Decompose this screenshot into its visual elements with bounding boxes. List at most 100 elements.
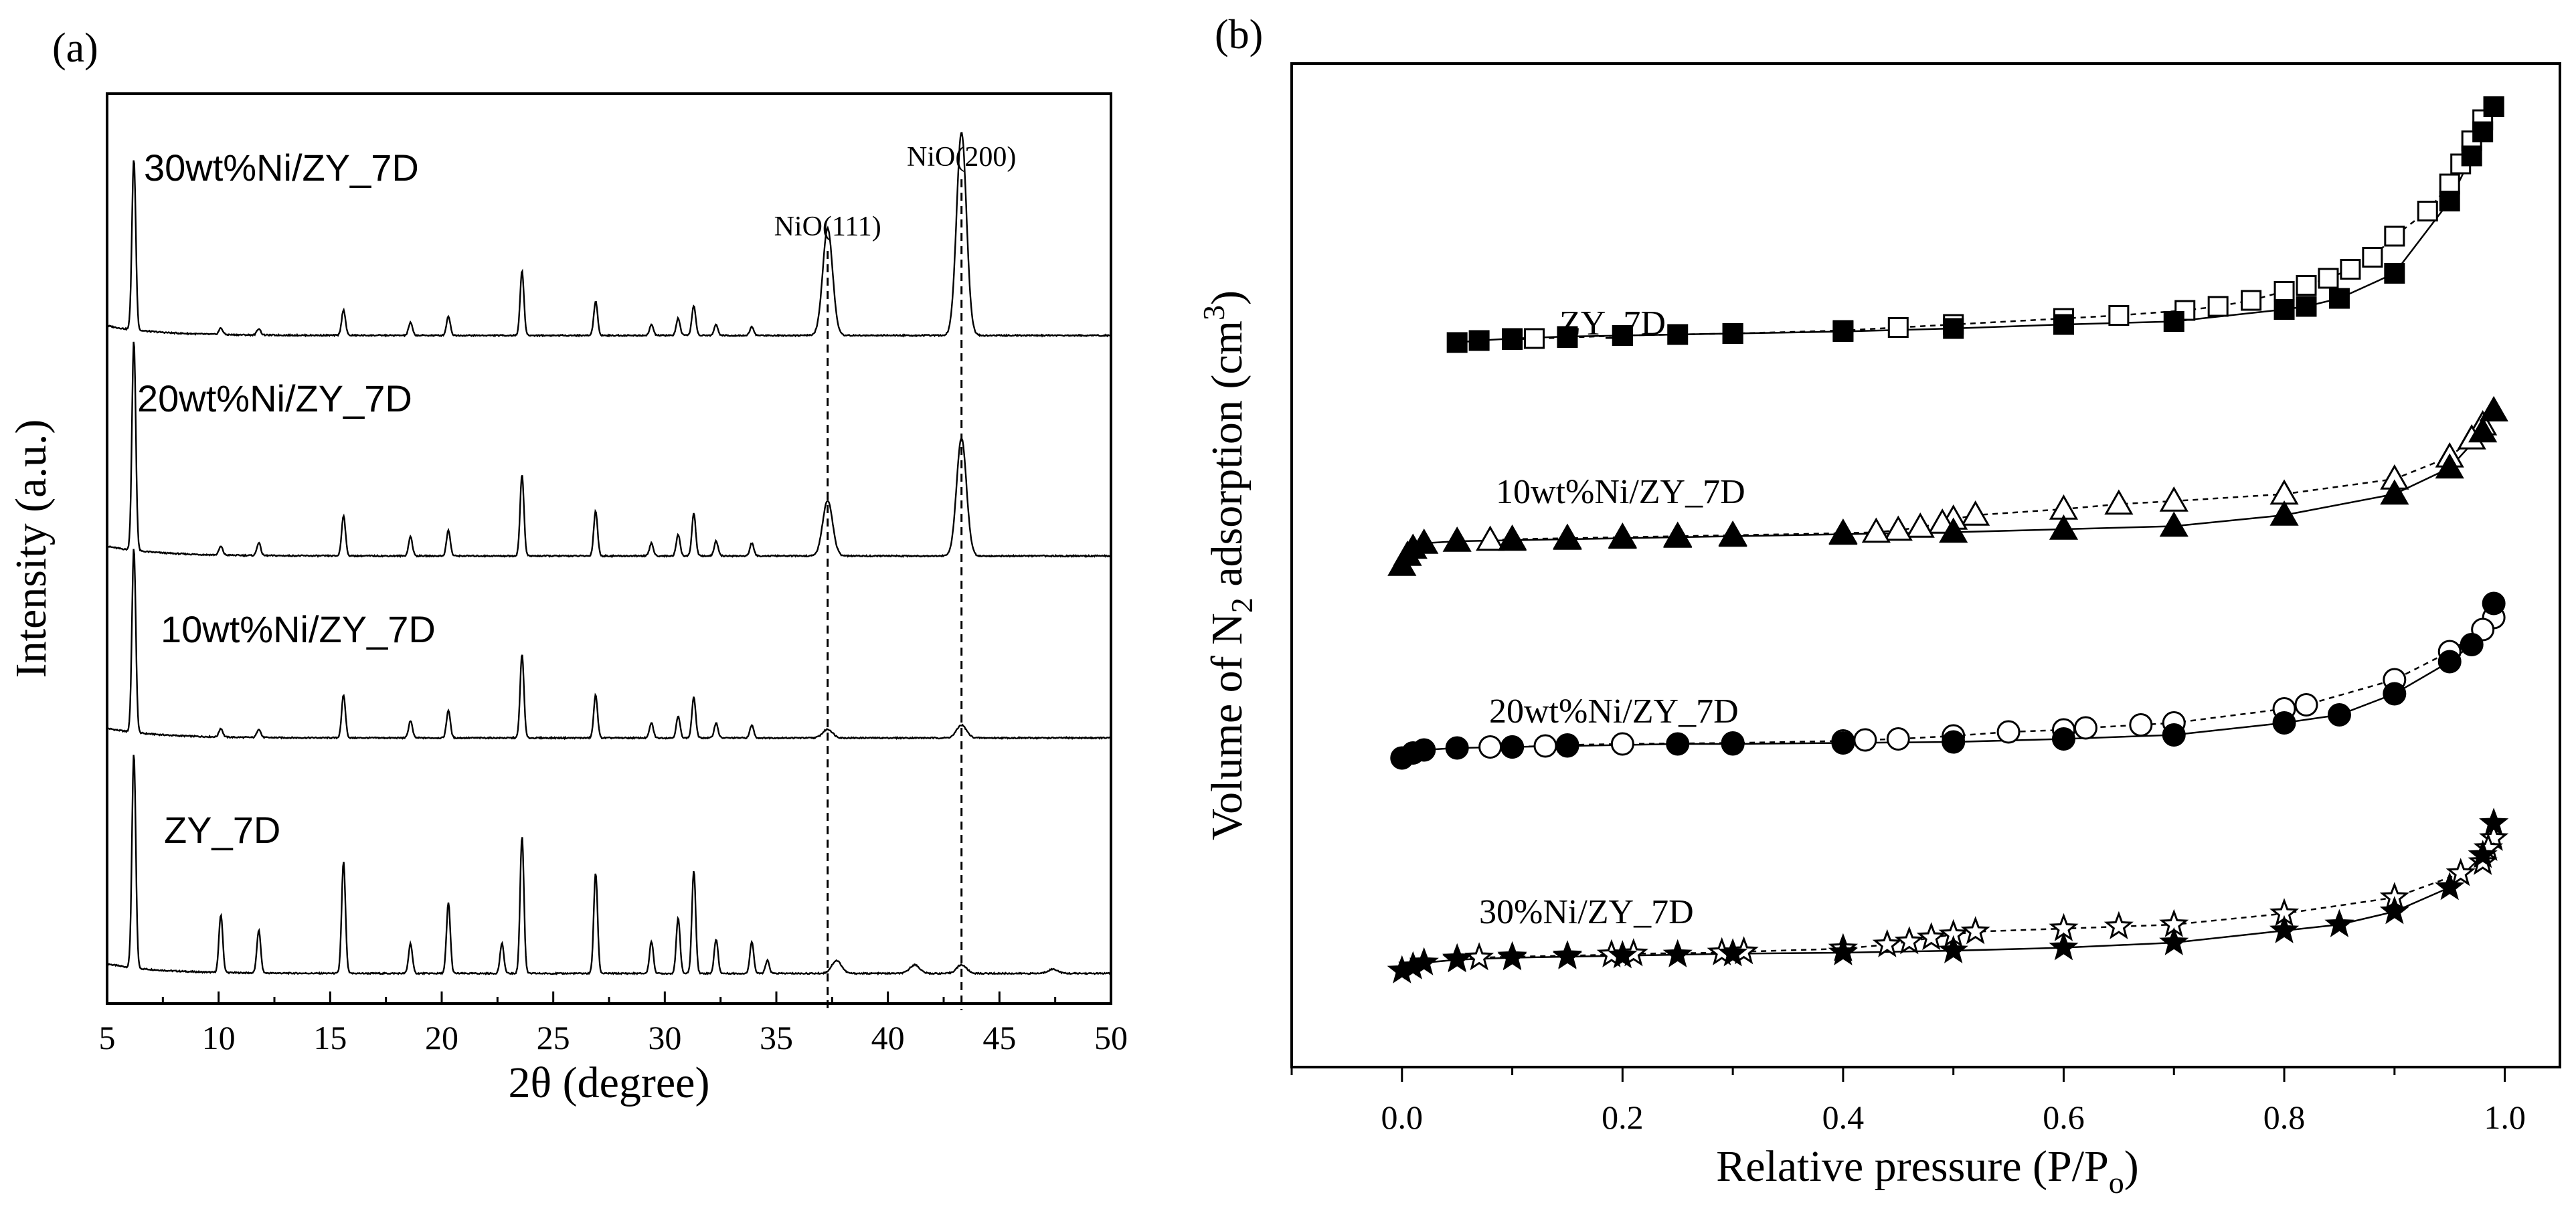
adsorption-point-20wt-ni-zy-7d bbox=[2327, 703, 2351, 727]
desorption-point-20wt-ni-zy-7d bbox=[2073, 716, 2097, 740]
adsorption-point-20wt-ni-zy-7d bbox=[2272, 711, 2296, 735]
adsorption-point-zy-7d bbox=[2439, 191, 2460, 211]
xrd-series-label-30wt-ni-zy-7d: 30wt%Ni/ZY_7D bbox=[144, 147, 419, 189]
adsorption-point-zy-7d bbox=[2296, 296, 2317, 317]
isotherm-series-label-20wt-ni-zy-7d: 20wt%Ni/ZY_7D bbox=[1489, 692, 1739, 731]
panel-a-frame bbox=[106, 92, 1112, 1005]
adsorption-point-zy-7d bbox=[1667, 324, 1689, 345]
isotherm-series-label-10wt-ni-zy-7d: 10wt%Ni/ZY_7D bbox=[1496, 473, 1745, 511]
adsorption-point-zy-7d bbox=[1612, 325, 1633, 346]
xrd-trace-10wt-ni-zy-7d bbox=[106, 549, 1112, 741]
desorption-point-30-ni-zy-7d bbox=[1916, 922, 1946, 951]
adsorption-point-10wt-ni-zy-7d bbox=[1442, 526, 1472, 552]
adsorption-point-zy-7d bbox=[1502, 328, 1523, 349]
desorption-point-zy-7d bbox=[2340, 259, 2361, 280]
adsorption-point-10wt-ni-zy-7d bbox=[1663, 522, 1693, 548]
xrd-series-label-20wt-ni-zy-7d: 20wt%Ni/ZY_7D bbox=[137, 377, 412, 419]
panel-b-isotherm-chart: 0.0 0.2 0.4 0.6 0.8 1.0 ZY_7D 10wt%Ni/ZY_7D 20w… bbox=[1197, 62, 2561, 1200]
desorption-point-zy-7d bbox=[2318, 268, 2339, 289]
adsorption-point-30-ni-zy-7d bbox=[1497, 942, 1527, 971]
adsorption-point-30-ni-zy-7d bbox=[1552, 941, 1583, 969]
x-tick-label-0.6: 0.6 bbox=[2043, 1099, 2085, 1136]
panel-b-label: (b) bbox=[1215, 12, 1263, 58]
adsorption-point-10wt-ni-zy-7d bbox=[1553, 524, 1582, 550]
desorption-point-zy-7d bbox=[2241, 290, 2262, 311]
desorption-point-10wt-ni-zy-7d bbox=[2104, 489, 2134, 515]
desorption-point-10wt-ni-zy-7d bbox=[1961, 500, 1990, 526]
x-tick-label-50: 50 bbox=[1094, 1019, 1128, 1056]
adsorption-point-20wt-ni-zy-7d bbox=[1412, 738, 1436, 762]
desorption-point-30-ni-zy-7d bbox=[2445, 858, 2476, 886]
desorption-point-zy-7d bbox=[2108, 305, 2130, 326]
adsorption-point-20wt-ni-zy-7d bbox=[2051, 727, 2075, 751]
desorption-point-20wt-ni-zy-7d bbox=[1478, 735, 1502, 759]
desorption-point-20wt-ni-zy-7d bbox=[1533, 734, 1557, 758]
x-tick-label-0.2: 0.2 bbox=[1602, 1099, 1644, 1136]
adsorption-point-10wt-ni-zy-7d bbox=[1828, 519, 1858, 545]
adsorption-point-10wt-ni-zy-7d bbox=[1409, 528, 1439, 554]
x-tick-label-5: 5 bbox=[99, 1019, 116, 1056]
desorption-point-zy-7d bbox=[2439, 173, 2460, 195]
x-tick-label-20: 20 bbox=[425, 1019, 458, 1056]
adsorption-point-30-ni-zy-7d bbox=[1718, 938, 1748, 967]
panel-a-y-axis-label: Intensity (a.u.) bbox=[7, 419, 56, 678]
adsorption-point-zy-7d bbox=[1832, 321, 1854, 342]
adsorption-point-10wt-ni-zy-7d bbox=[2435, 453, 2464, 479]
adsorption-point-30-ni-zy-7d bbox=[1938, 935, 1968, 963]
adsorption-point-10wt-ni-zy-7d bbox=[1608, 523, 1637, 549]
desorption-point-20wt-ni-zy-7d bbox=[2294, 693, 2318, 717]
xrd-trace-30wt-ni-zy-7d bbox=[107, 131, 1112, 338]
desorption-point-20wt-ni-zy-7d bbox=[1853, 728, 1877, 752]
isotherm-series-label-30-ni-zy-7d: 30%Ni/ZY_7D bbox=[1479, 893, 1694, 931]
desorption-point-10wt-ni-zy-7d bbox=[1905, 512, 1935, 538]
x-tick-label-40: 40 bbox=[871, 1019, 905, 1056]
desorption-point-30-ni-zy-7d bbox=[1872, 929, 1902, 957]
desorption-point-20wt-ni-zy-7d bbox=[2129, 713, 2153, 737]
desorption-point-10wt-ni-zy-7d bbox=[1883, 515, 1913, 541]
x-tick-label-0.4: 0.4 bbox=[1822, 1099, 1865, 1136]
adsorption-point-10wt-ni-zy-7d bbox=[1497, 525, 1527, 551]
desorption-point-zy-7d bbox=[2207, 296, 2229, 317]
desorption-point-20wt-ni-zy-7d bbox=[1886, 727, 1910, 751]
desorption-point-zy-7d bbox=[1887, 317, 1909, 338]
adsorption-point-zy-7d bbox=[2472, 121, 2494, 143]
desorption-point-20wt-ni-zy-7d bbox=[1996, 720, 2021, 744]
adsorption-point-10wt-ni-zy-7d bbox=[2159, 511, 2188, 537]
xrd-series-label-10wt-ni-zy-7d: 10wt%Ni/ZY_7D bbox=[161, 608, 436, 650]
adsorption-point-zy-7d bbox=[1468, 330, 1490, 351]
adsorption-point-30-ni-zy-7d bbox=[2468, 840, 2498, 868]
adsorption-point-20wt-ni-zy-7d bbox=[2460, 633, 2484, 656]
adsorption-point-30-ni-zy-7d bbox=[1442, 944, 1472, 973]
adsorption-point-20wt-ni-zy-7d bbox=[2437, 650, 2462, 674]
panel-a-xrd-chart: 5 10 15 20 25 30 35 40 45 50 ZY_7D 10wt%Ni/ZY_7D 20… bbox=[7, 92, 1128, 1107]
adsorption-point-10wt-ni-zy-7d bbox=[2479, 395, 2508, 421]
adsorption-point-20wt-ni-zy-7d bbox=[2482, 591, 2506, 616]
adsorption-point-30-ni-zy-7d bbox=[2159, 927, 2189, 955]
panel-b-y-axis-label: Volume of N2 adsorption (cm3) bbox=[1197, 290, 1259, 840]
adsorption-point-30-ni-zy-7d bbox=[2049, 932, 2079, 961]
desorption-point-10wt-ni-zy-7d bbox=[1476, 525, 1505, 551]
desorption-point-10wt-ni-zy-7d bbox=[1861, 517, 1891, 543]
adsorption-point-10wt-ni-zy-7d bbox=[2468, 417, 2498, 443]
adsorption-point-30-ni-zy-7d bbox=[2435, 872, 2465, 901]
x-tick-label-10: 10 bbox=[202, 1019, 236, 1056]
desorption-point-zy-7d bbox=[1524, 328, 1545, 349]
adsorption-point-10wt-ni-zy-7d bbox=[2269, 500, 2299, 526]
desorption-point-zy-7d bbox=[2362, 247, 2383, 268]
panel-b-x-axis-label: Relative pressure (P/Po) bbox=[1716, 1142, 2139, 1200]
desorption-point-20wt-ni-zy-7d bbox=[1610, 732, 1634, 756]
adsorption-point-zy-7d bbox=[1446, 332, 1468, 353]
adsorption-point-20wt-ni-zy-7d bbox=[1942, 730, 1966, 754]
adsorption-point-zy-7d bbox=[2483, 96, 2504, 117]
x-tick-label-30: 30 bbox=[648, 1019, 681, 1056]
annotation-nio-200: NiO(200) bbox=[907, 142, 1016, 173]
adsorption-point-30-ni-zy-7d bbox=[1409, 947, 1439, 975]
x-tick-label-45: 45 bbox=[982, 1019, 1016, 1056]
annotation-nio-111: NiO(111) bbox=[774, 211, 881, 242]
adsorption-point-zy-7d bbox=[1943, 318, 1964, 339]
panel-b-frame bbox=[1290, 62, 2561, 1068]
adsorption-point-20wt-ni-zy-7d bbox=[1500, 735, 1525, 759]
adsorption-point-20wt-ni-zy-7d bbox=[2162, 723, 2186, 747]
adsorption-point-zy-7d bbox=[1557, 326, 1578, 347]
